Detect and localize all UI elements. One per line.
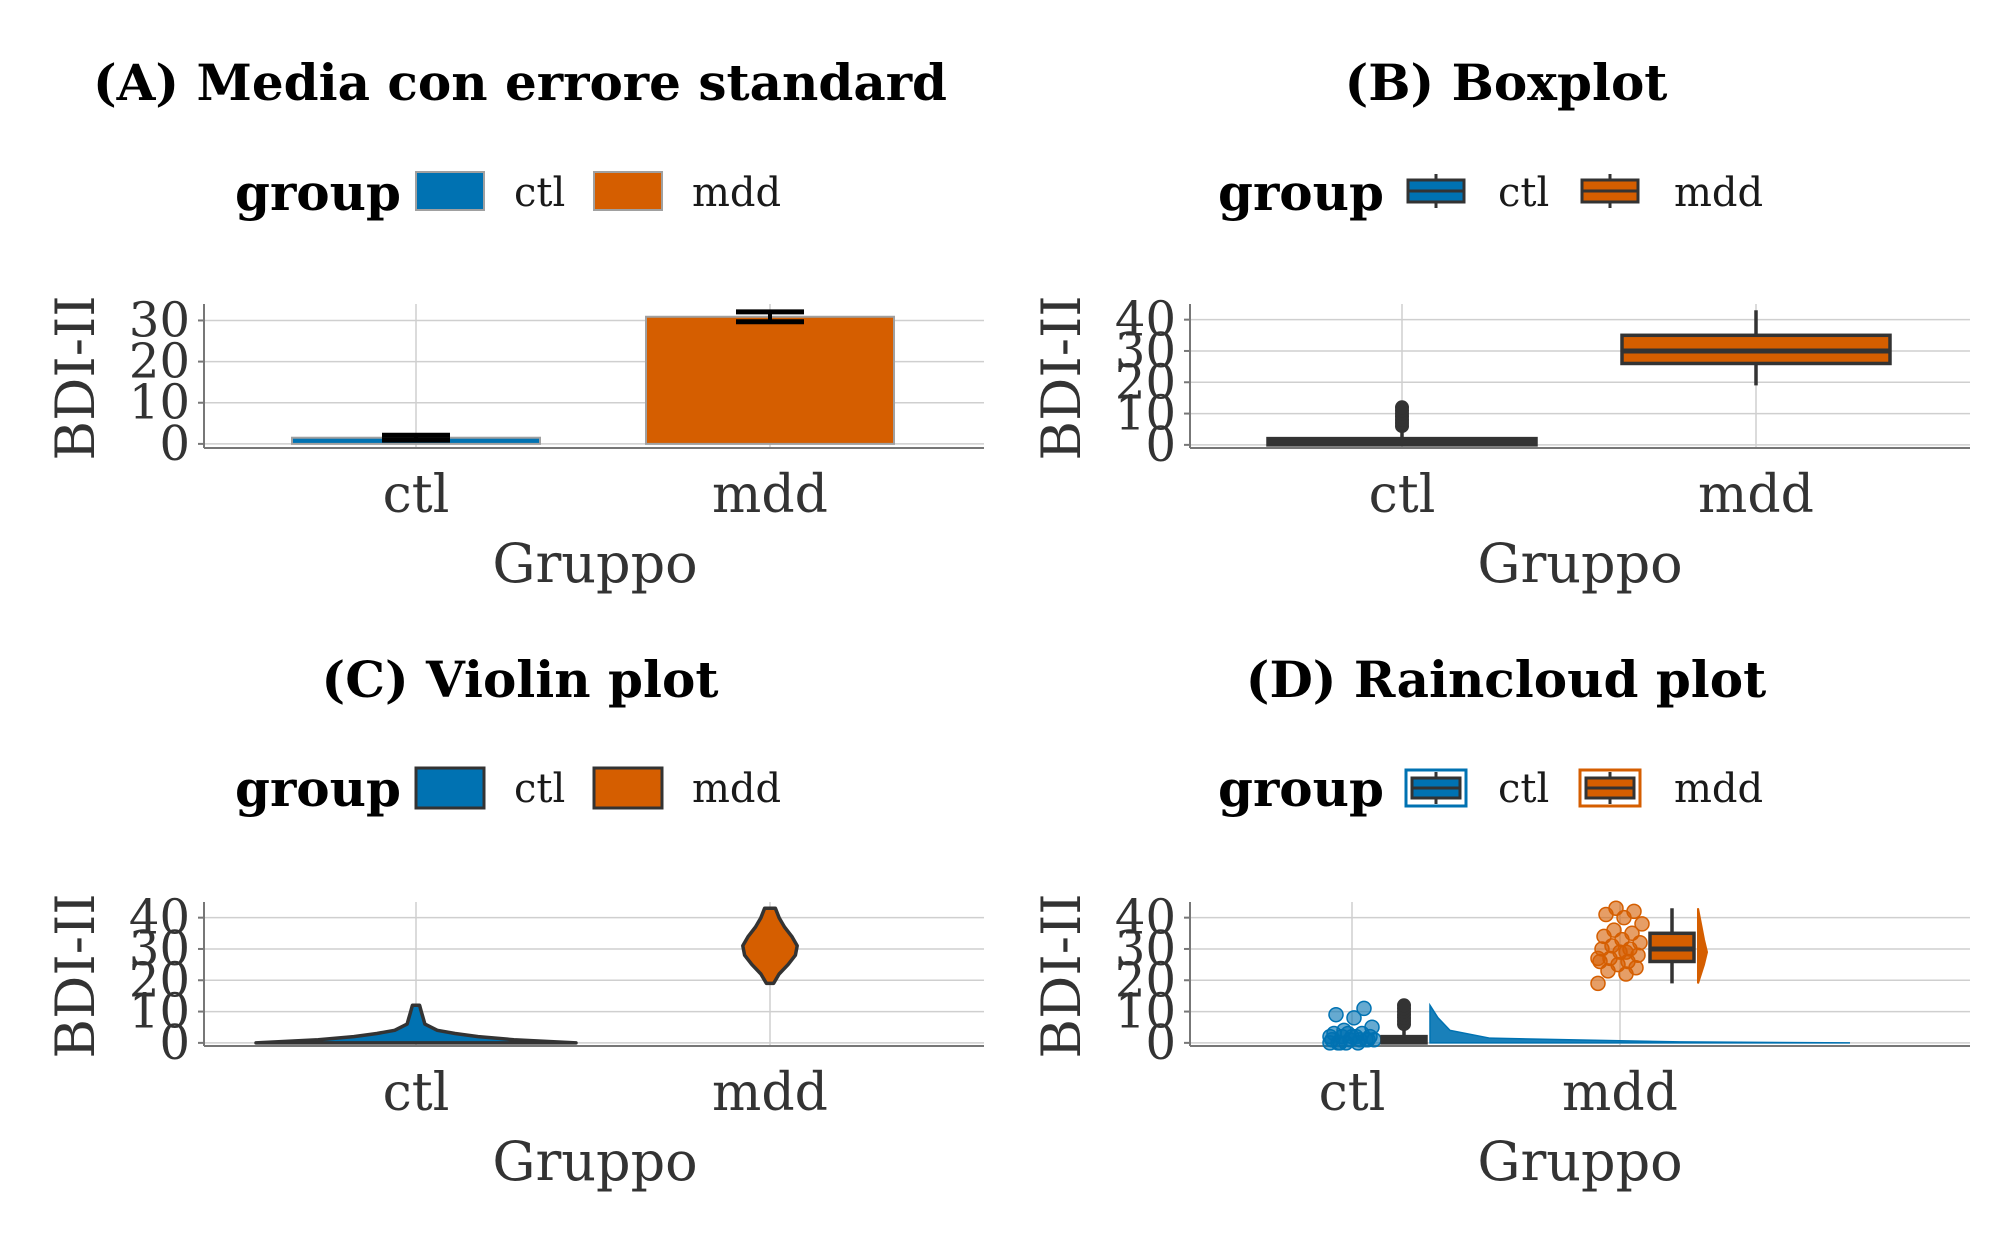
point-ctl xyxy=(1346,1010,1362,1026)
legend-title: group xyxy=(1218,163,1384,222)
cloud-ctl xyxy=(1429,1002,1851,1044)
legend-title: group xyxy=(235,163,401,222)
y-tick-label: 40 xyxy=(129,890,190,946)
y-tick-label: 0 xyxy=(1145,417,1176,473)
panel-b-legend: group ctl mdd xyxy=(1218,163,1763,222)
legend-key-mdd xyxy=(593,171,663,211)
panel-a: (A) Media con errore standard group ctl … xyxy=(44,53,984,595)
legend-title: group xyxy=(235,759,401,818)
legend-key-ctl xyxy=(1406,174,1466,208)
point-ctl xyxy=(1356,1000,1372,1017)
legend-key-mdd xyxy=(592,766,664,810)
y-tick-label: 20 xyxy=(129,334,190,390)
x-tick-label-ctl: ctl xyxy=(383,1063,450,1123)
panel-a-ylabel: BDI-II xyxy=(44,295,107,460)
point-mdd xyxy=(1590,950,1606,967)
legend-label-ctl: ctl xyxy=(514,766,565,812)
panel-a-xlabel: Gruppo xyxy=(492,532,697,595)
legend-label-mdd: mdd xyxy=(1674,766,1763,812)
panel-a-title: (A) Media con errore standard xyxy=(93,53,947,112)
y-tick-label: 30 xyxy=(1115,323,1176,379)
y-tick-label: 20 xyxy=(129,952,190,1008)
x-tick-label-ctl: ctl xyxy=(383,465,450,525)
y-tick-label: 0 xyxy=(1145,1015,1176,1071)
cloud-mdd xyxy=(1697,908,1709,984)
violin-mdd xyxy=(741,906,799,986)
legend-label-ctl: ctl xyxy=(514,170,565,216)
panel-c-legend: group ctl mdd xyxy=(235,759,781,818)
y-tick-label: 30 xyxy=(129,921,190,977)
panel-d-legend: group ctl mdd xyxy=(1218,759,1763,818)
point-ctl xyxy=(1340,1025,1356,1042)
legend-label-mdd: mdd xyxy=(692,170,781,216)
point-mdd xyxy=(1624,925,1640,942)
y-tick-label: 40 xyxy=(1115,890,1176,946)
y-tick-label: 30 xyxy=(1115,921,1176,977)
y-tick-label: 10 xyxy=(129,984,190,1040)
panel-b-xlabel: Gruppo xyxy=(1477,532,1682,595)
violin-ctl xyxy=(254,1003,578,1045)
point-mdd xyxy=(1590,975,1606,992)
legend-key-ctl xyxy=(1404,768,1468,808)
legend-label-ctl: ctl xyxy=(1498,766,1549,812)
y-tick-label: 10 xyxy=(1115,386,1176,442)
x-tick-label-mdd: mdd xyxy=(1562,1063,1678,1123)
y-tick-label: 30 xyxy=(129,292,190,348)
y-tick-label: 20 xyxy=(1115,952,1176,1008)
panel-b-ylabel: BDI-II xyxy=(1030,295,1093,460)
point-mdd xyxy=(1618,944,1634,960)
legend-title: group xyxy=(1218,759,1384,818)
legend-label-mdd: mdd xyxy=(1674,170,1763,216)
panel-c-xlabel: Gruppo xyxy=(492,1130,697,1193)
legend-key-ctl xyxy=(415,171,485,211)
x-tick-label-ctl: ctl xyxy=(1319,1063,1386,1123)
y-tick-label: 0 xyxy=(159,416,190,472)
point-mdd xyxy=(1606,922,1622,938)
panel-d-xlabel: Gruppo xyxy=(1477,1130,1682,1193)
point-ctl xyxy=(1328,1006,1344,1023)
point-mdd xyxy=(1608,900,1624,917)
y-tick-label: 40 xyxy=(1115,292,1176,348)
y-tick-label: 0 xyxy=(159,1015,190,1071)
x-tick-label-mdd: mdd xyxy=(1698,465,1814,525)
panel-b-title: (B) Boxplot xyxy=(1345,53,1668,112)
point-mdd xyxy=(1626,903,1642,920)
legend-label-mdd: mdd xyxy=(692,766,781,812)
point-mdd xyxy=(1634,916,1650,932)
y-tick-label: 10 xyxy=(129,375,190,431)
panel-a-legend: group ctl mdd xyxy=(235,163,781,222)
panel-d-ylabel: BDI-II xyxy=(1030,893,1093,1058)
panel-d: (D) Raincloud plot group ctl mdd 0102030… xyxy=(1030,650,1970,1193)
box-ctl-outlier xyxy=(1397,998,1411,1013)
legend-key-mdd xyxy=(1578,768,1642,808)
y-tick-label: 20 xyxy=(1115,354,1176,410)
x-tick-label-mdd: mdd xyxy=(712,1063,828,1123)
legend-key-ctl xyxy=(414,766,486,810)
point-ctl xyxy=(1322,1028,1338,1045)
y-tick-label: 10 xyxy=(1115,984,1176,1040)
x-tick-label-mdd: mdd xyxy=(712,465,828,525)
point-ctl xyxy=(1358,1031,1374,1048)
x-tick-label-ctl: ctl xyxy=(1369,465,1436,525)
bar-mdd xyxy=(645,315,895,445)
panel-d-title: (D) Raincloud plot xyxy=(1246,650,1766,709)
box-ctl-outlier xyxy=(1395,400,1409,415)
panel-c-ylabel: BDI-II xyxy=(44,893,107,1058)
panel-c-title: (C) Violin plot xyxy=(322,650,719,709)
legend-label-ctl: ctl xyxy=(1498,170,1549,216)
legend-key-mdd xyxy=(1580,174,1640,208)
